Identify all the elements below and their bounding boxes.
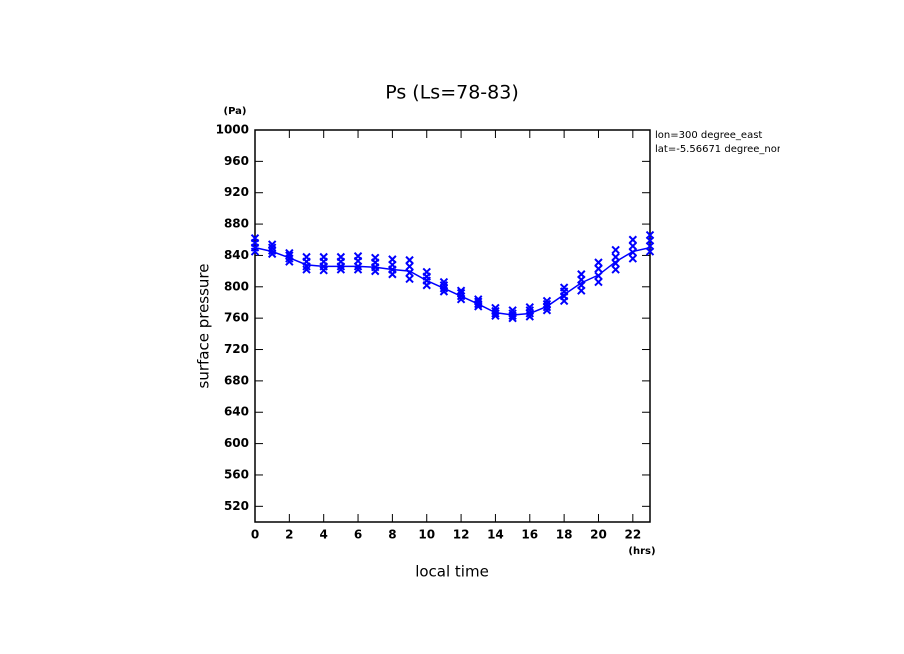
plot-frame bbox=[254, 129, 651, 523]
cross-marker bbox=[525, 309, 534, 318]
chart-title: Ps (Ls=78-83) bbox=[385, 82, 519, 104]
cross-marker bbox=[611, 259, 620, 268]
x-tick-label: 10 bbox=[418, 528, 435, 542]
cross-marker bbox=[353, 252, 363, 261]
cross-marker bbox=[285, 257, 294, 266]
x-tick-label: 12 bbox=[453, 528, 470, 542]
y-axis-label: surface pressure bbox=[195, 264, 213, 389]
x-tick-label: 8 bbox=[388, 528, 396, 542]
cross-marker bbox=[594, 258, 603, 267]
y-tick-label: 760 bbox=[224, 311, 249, 325]
cross-marker bbox=[628, 241, 638, 251]
cross-marker bbox=[456, 295, 466, 304]
cross-marker bbox=[525, 306, 534, 315]
cross-marker bbox=[491, 303, 500, 313]
y-tick-label: 520 bbox=[224, 499, 249, 513]
y-tick-label: 640 bbox=[224, 405, 249, 419]
y-tick-label: 840 bbox=[224, 248, 249, 262]
x-tick-label: 4 bbox=[320, 528, 328, 542]
cross-marker bbox=[405, 262, 414, 271]
cross-marker bbox=[611, 252, 620, 262]
cross-marker bbox=[628, 254, 638, 263]
cross-marker bbox=[611, 265, 620, 274]
x-tick-label: 0 bbox=[251, 528, 259, 542]
cross-marker bbox=[525, 312, 534, 321]
cross-marker bbox=[405, 274, 414, 284]
cross-marker bbox=[267, 246, 277, 255]
cross-marker bbox=[353, 265, 363, 274]
x-tick-label: 16 bbox=[521, 528, 538, 542]
cross-marker bbox=[336, 252, 346, 262]
cross-marker bbox=[559, 283, 569, 292]
cross-marker bbox=[456, 288, 466, 298]
cross-marker bbox=[439, 287, 449, 296]
cross-marker bbox=[336, 265, 346, 274]
cross-marker bbox=[302, 265, 311, 274]
cross-marker bbox=[594, 264, 603, 273]
cross-marker bbox=[285, 251, 294, 260]
cross-marker bbox=[628, 235, 638, 244]
cross-marker bbox=[542, 302, 552, 312]
cross-marker bbox=[285, 248, 294, 258]
x-axis-label: local time bbox=[415, 563, 489, 581]
y-tick-label: 880 bbox=[224, 217, 249, 231]
cross-marker bbox=[508, 306, 517, 315]
cross-marker bbox=[405, 268, 414, 277]
cross-marker bbox=[456, 286, 466, 295]
y-tick-label: 680 bbox=[224, 373, 249, 387]
annotation: lat=-5.56671 degree_north bbox=[655, 144, 791, 155]
x-tick-label: 6 bbox=[354, 528, 362, 542]
cross-marker bbox=[250, 233, 260, 243]
y-unit: (Pa) bbox=[224, 106, 247, 117]
cross-marker bbox=[611, 245, 620, 255]
cross-marker bbox=[422, 267, 431, 277]
cross-marker bbox=[542, 296, 552, 306]
y-tick-label: 960 bbox=[224, 154, 249, 168]
cross-marker bbox=[542, 306, 552, 315]
x-tick-label: 2 bbox=[285, 528, 293, 542]
cross-marker bbox=[525, 302, 534, 312]
cross-marker bbox=[439, 284, 449, 293]
y-tick-label: 800 bbox=[224, 279, 249, 293]
cross-marker bbox=[319, 252, 328, 262]
y-tick-label: 920 bbox=[224, 185, 249, 199]
x-tick-label: 20 bbox=[590, 528, 607, 542]
cross-marker bbox=[508, 309, 517, 318]
y-tick-label: 720 bbox=[224, 342, 249, 356]
cross-marker bbox=[267, 249, 277, 259]
y-tick-label: 600 bbox=[224, 436, 249, 450]
cross-marker bbox=[474, 297, 483, 306]
cross-marker bbox=[302, 252, 311, 262]
annotation: lon=300 degree_east bbox=[655, 130, 762, 141]
cross-marker bbox=[474, 295, 483, 304]
cross-marker bbox=[267, 240, 277, 249]
x-tick-label: 18 bbox=[556, 528, 573, 542]
cross-marker bbox=[628, 248, 638, 257]
cross-marker bbox=[371, 253, 380, 262]
cross-marker bbox=[491, 306, 500, 316]
x-tick-label: 14 bbox=[487, 528, 504, 542]
cross-marker bbox=[267, 243, 277, 252]
cross-marker bbox=[594, 277, 603, 287]
cross-marker bbox=[577, 270, 586, 279]
x-tick-label: 22 bbox=[624, 528, 641, 542]
cross-marker bbox=[542, 299, 552, 309]
cross-marker bbox=[439, 277, 449, 287]
cross-marker bbox=[439, 281, 449, 290]
annotations: lon=300 degree_east lat=-5.56671 degree_… bbox=[655, 130, 791, 155]
y-tick-label: 560 bbox=[224, 467, 249, 481]
x-unit: (hrs) bbox=[628, 546, 655, 557]
cross-marker bbox=[645, 230, 655, 240]
cross-marker bbox=[594, 271, 603, 281]
cross-marker bbox=[388, 255, 397, 264]
line bbox=[254, 246, 651, 316]
cross-marker bbox=[405, 255, 414, 265]
y-tick-label: 1000 bbox=[216, 123, 249, 137]
